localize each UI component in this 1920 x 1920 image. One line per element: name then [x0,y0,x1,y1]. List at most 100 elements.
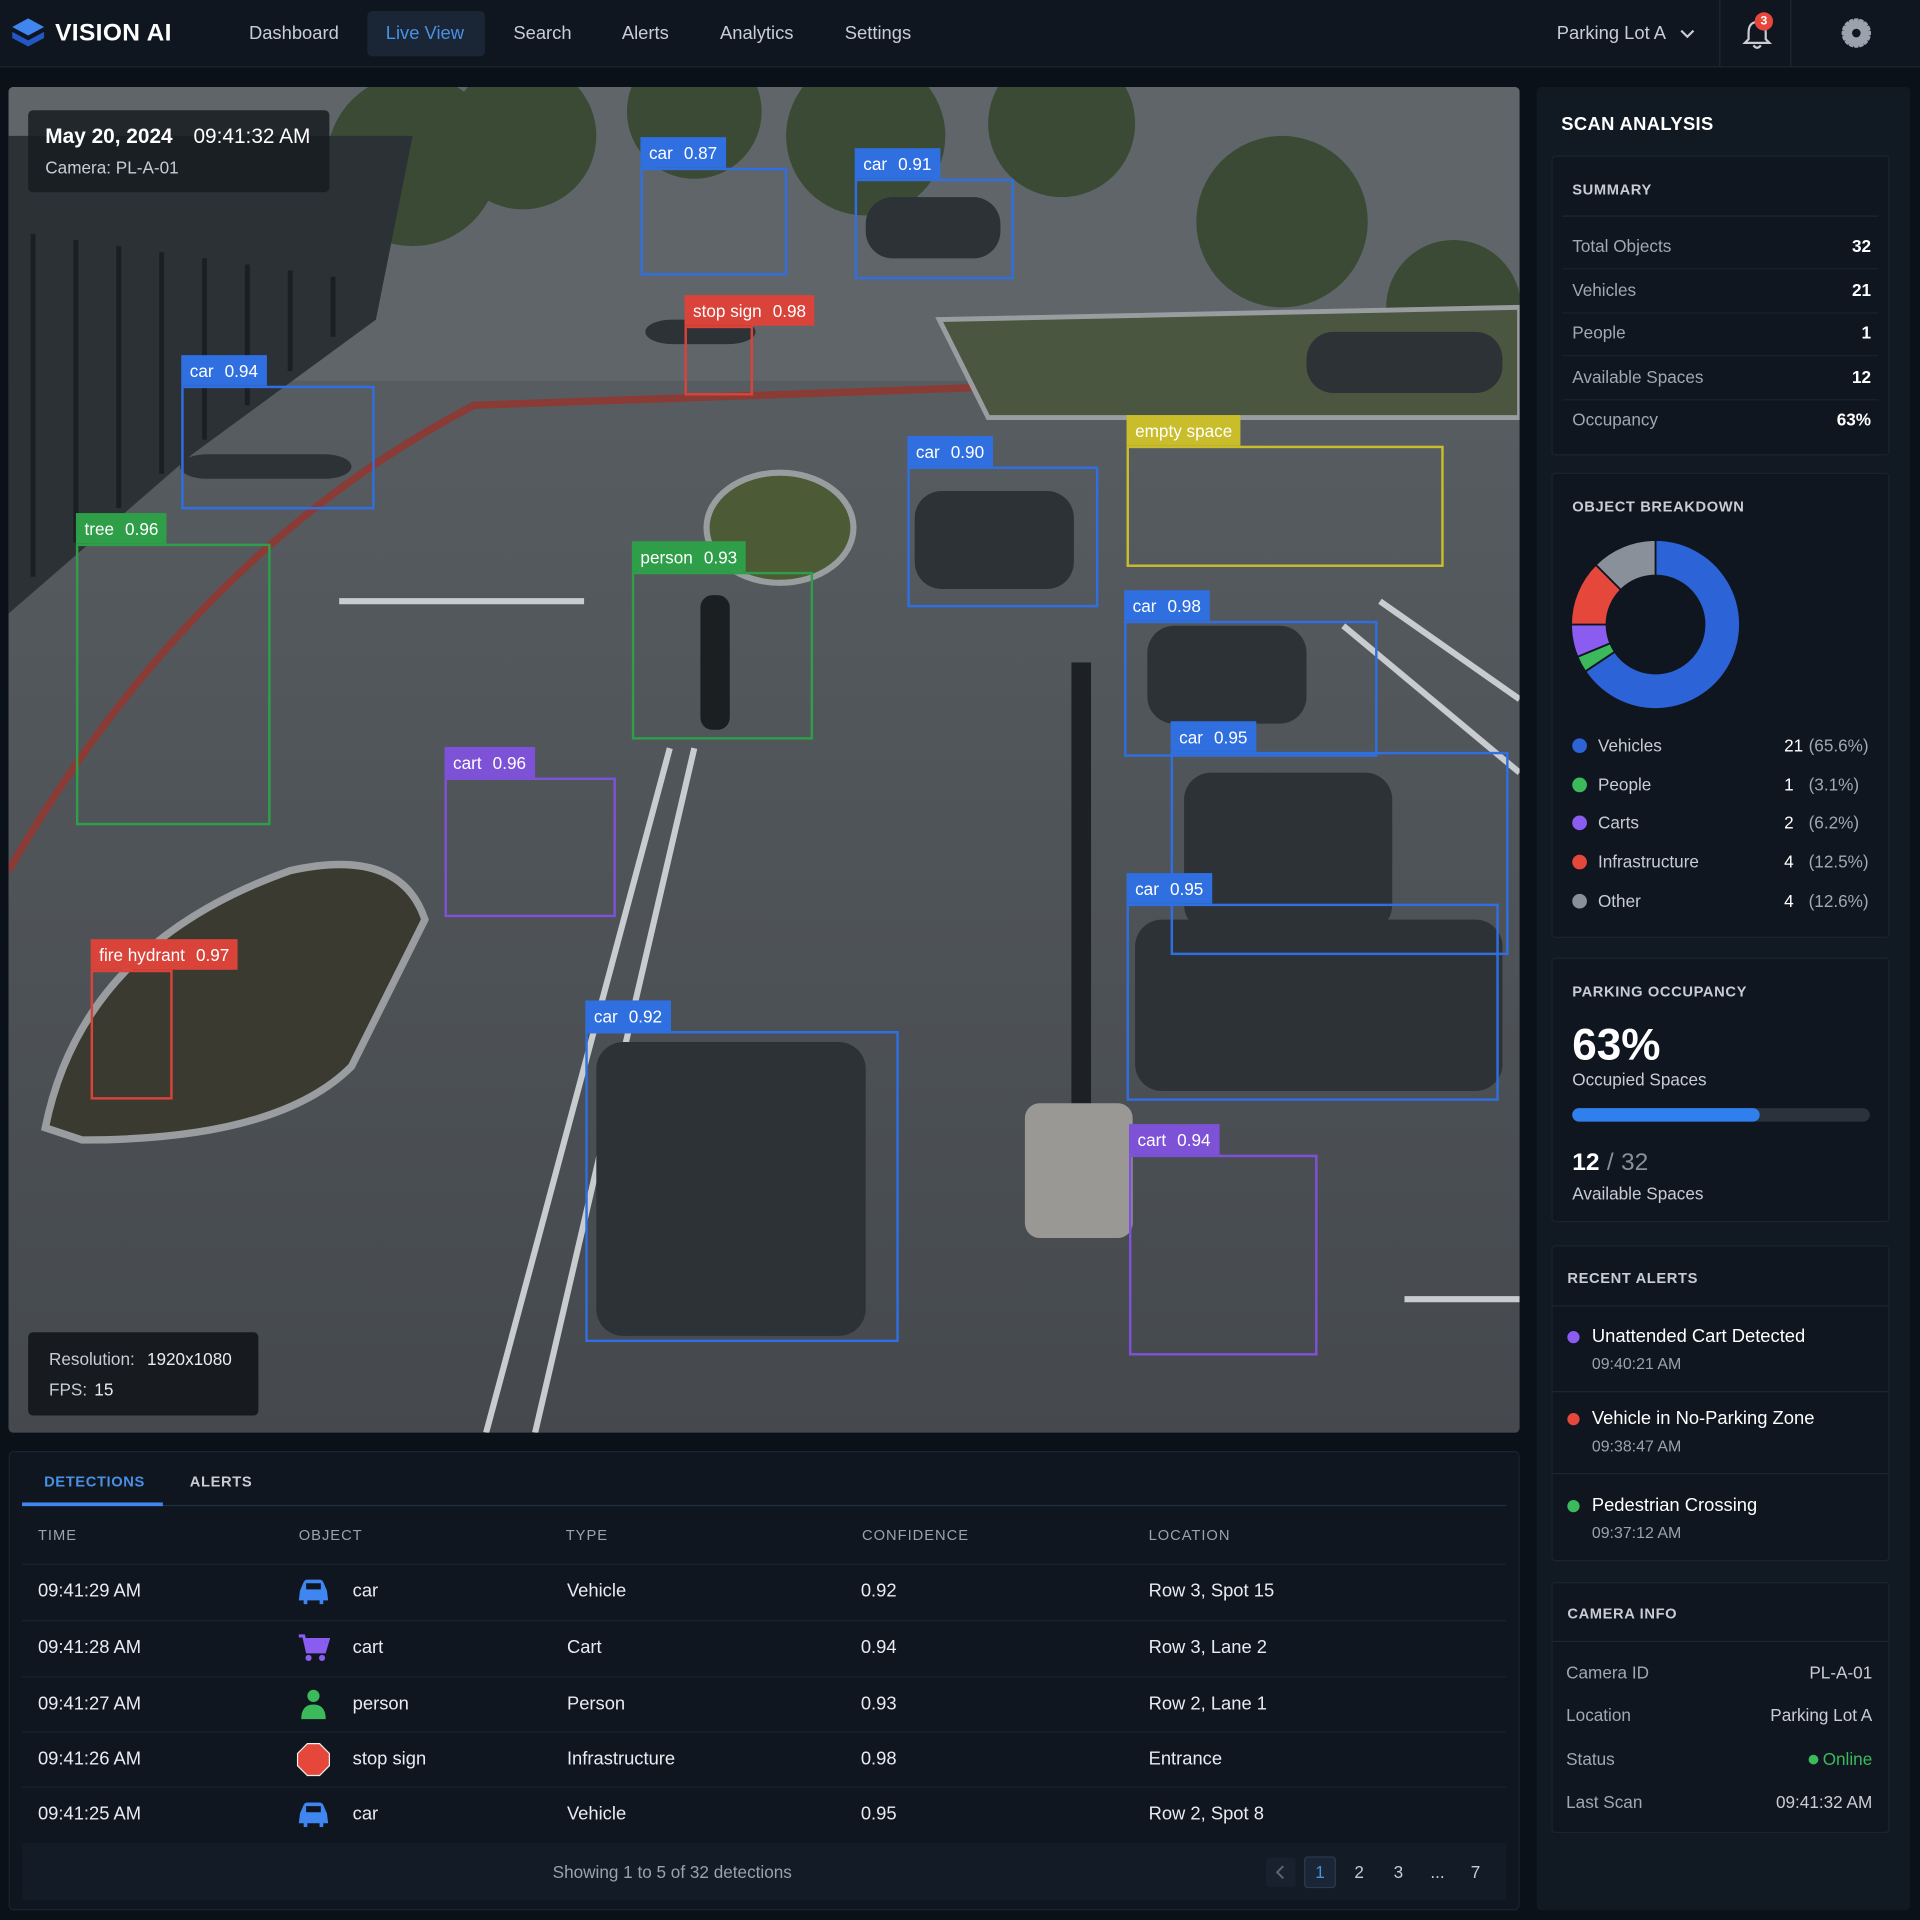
summary-value: 21 [1851,279,1872,300]
nav-item[interactable]: Search [513,23,572,45]
tab[interactable]: DETECTIONS [44,1472,145,1490]
separator: / [1606,1149,1614,1177]
page-link[interactable]: 7 [1470,1861,1481,1882]
location-select[interactable]: Parking Lot A [1556,23,1667,45]
legend-dot [1572,893,1587,909]
tab[interactable]: ALERTS [189,1472,253,1490]
available-count: 12 [1572,1149,1600,1177]
summary-label: Vehicles [1572,279,1637,300]
detection-score: 0.93 [703,546,738,567]
object-icon [296,1743,331,1777]
cell-type: Cart [566,1637,602,1658]
stop-icon [296,1743,331,1777]
detection-score: 0.92 [628,1005,663,1026]
detection-label: person [640,546,693,567]
resolution-label: Resolution: [48,1348,135,1369]
alert-title[interactable]: Pedestrian Crossing [1591,1495,1758,1516]
detection-label: empty space [1135,420,1233,441]
island [41,860,429,1144]
donut-segment [1583,539,1741,710]
alert-title[interactable]: Vehicle in No-Parking Zone [1591,1408,1815,1429]
fps-label: FPS: [48,1379,88,1400]
info-value: PL-A-01 [1809,1662,1873,1682]
page-prev[interactable] [1266,1857,1296,1887]
detection-box [75,543,271,826]
alert-divider [1552,1391,1889,1393]
nav-active-bg [367,11,485,57]
legend-value: 21 [1784,735,1804,756]
brand: VISION AI [55,19,172,47]
object-icon [298,1802,329,1827]
detection-label: fire hydrant [99,944,185,965]
nav-item[interactable]: Live View [385,23,465,45]
nav-item[interactable]: Alerts [621,23,669,45]
parked-vehicle [1147,625,1307,724]
timestamp-date: May 20, 2024 [45,124,173,148]
cell-confidence: 0.93 [860,1693,897,1715]
nav-item[interactable]: Settings [844,23,912,45]
legend-name: Carts [1597,812,1639,833]
row-divider [22,1731,1507,1733]
card [1551,472,1890,938]
alert-dot [1567,1500,1580,1513]
detection-score: 0.98 [772,300,807,321]
cell-location: Row 2, Lane 1 [1148,1693,1268,1715]
timestamp-time: 09:41:32 AM [193,124,311,148]
alert-time: 09:37:12 AM [1591,1523,1682,1542]
alert-time: 09:40:21 AM [1591,1354,1682,1373]
detection-score: 0.94 [1177,1129,1211,1150]
location-chevron[interactable] [1680,28,1695,40]
detection-tag: car 0.92 [585,1000,671,1032]
nav-item[interactable]: Analytics [719,23,794,45]
detection-box [181,385,375,510]
timestamp-overlay [28,110,330,193]
info-value: 09:41:32 AM [1775,1792,1873,1812]
settings-gear[interactable] [1841,18,1872,48]
detection-box [1126,903,1499,1101]
table-footer [22,1842,1507,1901]
person-figure [700,595,730,730]
legend-value: 4 [1784,890,1794,911]
occupancy-bar [1572,1108,1870,1122]
detection-label: car [648,142,673,163]
row-divider [1562,312,1879,314]
summary-label: People [1572,322,1626,343]
info-label: Camera ID [1566,1662,1650,1682]
curb [8,364,1520,873]
page-link[interactable]: ... [1430,1861,1445,1882]
cell-confidence: 0.95 [860,1803,897,1825]
page-link[interactable]: 3 [1393,1861,1404,1882]
detection-tag: car 0.87 [640,137,726,168]
top-nav [0,0,1920,68]
legend-name: Infrastructure [1597,851,1699,872]
info-value: Online [1822,1749,1873,1769]
card [1551,957,1890,1223]
nav-item[interactable]: Dashboard [248,23,339,45]
detection-tag: cart 0.94 [1128,1124,1220,1155]
column-header: CONFIDENCE [862,1526,969,1544]
detection-score: 0.90 [950,441,985,462]
detection-label: cart [453,752,482,773]
cell-object: person [352,1693,409,1715]
page-link[interactable]: 1 [1315,1861,1325,1882]
page-link[interactable]: 2 [1354,1861,1364,1882]
fps-value: 15 [94,1379,114,1400]
gear-hole [1852,28,1861,38]
legend-dot [1572,854,1587,870]
cell-object: stop sign [352,1748,427,1770]
nav-divider [1719,0,1721,68]
detection-box [640,167,788,276]
detection-box [684,325,754,396]
alert-title[interactable]: Unattended Cart Detected [1591,1326,1806,1347]
scan-title: SCAN ANALYSIS [1561,113,1714,135]
bar-fill [1572,1108,1760,1122]
detection-label: stop sign [693,300,762,321]
logo-icon [12,18,45,47]
row-divider [1562,355,1879,357]
car-window [306,1583,321,1590]
summary-value: 63% [1836,409,1872,430]
cell-time: 09:41:26 AM [37,1748,142,1770]
row-divider [22,1563,1507,1565]
object-icon [298,1634,331,1662]
